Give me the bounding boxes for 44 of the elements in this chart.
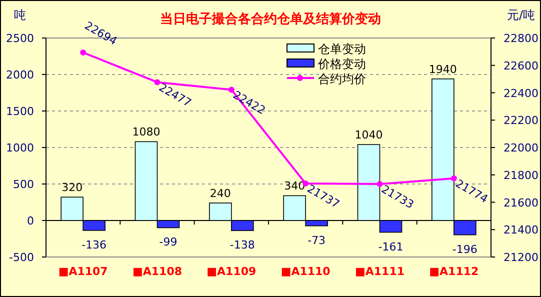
y2-tick-label: 21600 — [504, 196, 538, 210]
data-label: 320 — [62, 181, 83, 194]
point — [228, 86, 234, 93]
y2-tick-label: 22600 — [504, 59, 538, 72]
chart-title: 当日电子撮合各合约仓单及结算价变动 — [160, 11, 381, 27]
data-label: 1040 — [354, 128, 383, 142]
y2-tick-label: 22200 — [504, 114, 538, 128]
point — [376, 181, 383, 188]
y-tick-label: -500 — [9, 251, 34, 264]
data-label: 1940 — [428, 62, 457, 76]
data-label: 1080 — [132, 126, 160, 139]
data-label: -138 — [230, 238, 255, 252]
x-tick-label: ■A1110 — [280, 265, 331, 278]
data-label: -196 — [452, 242, 478, 256]
x-tick-label: ■A1107 — [58, 265, 108, 278]
y2-tick-label: 21400 — [504, 224, 538, 237]
x-tick-label: ■A1109 — [206, 265, 256, 278]
y-tick-label: 1500 — [6, 105, 34, 118]
x-tick-label: ■A1111 — [354, 265, 405, 278]
data-label: -161 — [378, 240, 404, 254]
legend-label: 合约均价 — [318, 72, 366, 86]
point — [154, 79, 160, 86]
y2-tick-label: 22800 — [504, 32, 538, 45]
data-label: -73 — [308, 234, 326, 247]
y-axis-title: 吨 — [14, 8, 26, 22]
y2-tick-label: 22000 — [504, 142, 538, 154]
y-tick-label: 0 — [27, 214, 34, 228]
y2-tick-label: 21200 — [504, 251, 538, 264]
legend-label: 价格变动 — [317, 57, 366, 71]
data-label: 240 — [210, 186, 231, 200]
legend-label: 仓单变动 — [318, 42, 366, 56]
y2-axis-title: 元/吨 — [506, 8, 535, 22]
y2-tick-label: 21800 — [504, 168, 538, 182]
point — [450, 175, 457, 182]
x-tick-label: ■A1108 — [132, 265, 182, 278]
data-label: -136 — [82, 238, 107, 252]
y2-tick-label: 22400 — [504, 86, 538, 100]
data-label: -99 — [159, 236, 178, 249]
point — [80, 50, 86, 56]
y-tick-label: 2000 — [6, 68, 34, 82]
y-tick-label: 1000 — [6, 142, 34, 154]
y-tick-label: 500 — [13, 178, 34, 191]
y-tick-label: 2500 — [6, 32, 34, 45]
x-tick-label: ■A1112 — [429, 265, 479, 278]
